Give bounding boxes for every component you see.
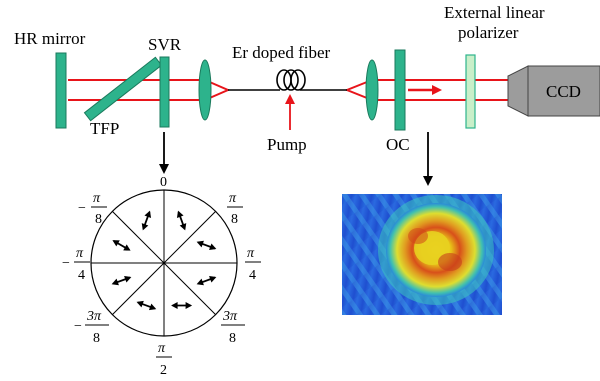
oc-label: OC — [386, 135, 410, 154]
wheel-arrow-6 — [136, 300, 157, 311]
polarization-wheel — [90, 189, 238, 337]
hr-mirror-label: HR mirror — [14, 29, 86, 48]
svr-plate — [159, 56, 170, 128]
output-direction-arrow — [408, 85, 442, 95]
wheel-arrow-3 — [196, 240, 217, 251]
hr-mirror — [55, 52, 67, 129]
svr-label: SVR — [148, 35, 182, 54]
oc-detail-arrow — [423, 132, 433, 186]
lens-left — [198, 59, 212, 121]
svg-text:4: 4 — [78, 268, 85, 283]
svg-text:−: − — [78, 201, 86, 216]
polarizer-label-line1: External linear — [444, 3, 545, 22]
pump-label: Pump — [267, 135, 307, 154]
wheel-label-left-mid: − π 4 — [62, 246, 90, 283]
ccd-label: CCD — [546, 82, 581, 101]
svg-text:−: − — [62, 256, 70, 271]
wheel-label-left-lower: − 3π 8 — [74, 309, 109, 346]
pump-arrow — [285, 94, 295, 130]
external-polarizer — [465, 54, 476, 129]
wheel-label-bottom: π 2 — [156, 341, 172, 378]
tfp-label: TFP — [90, 119, 119, 138]
svg-text:4: 4 — [249, 268, 256, 283]
svg-text:π: π — [158, 341, 166, 356]
er-doped-fiber — [228, 69, 347, 91]
svg-text:8: 8 — [93, 331, 100, 346]
thin-film-polarizer — [83, 56, 163, 122]
wheel-label-right-lower: 3π 8 — [221, 309, 245, 346]
svg-text:8: 8 — [231, 212, 238, 227]
svg-text:−: − — [74, 319, 82, 334]
svg-text:3π: 3π — [86, 309, 102, 324]
wheel-arrow-5 — [171, 301, 193, 309]
wheel-arrow-2 — [176, 210, 187, 231]
svr-detail-arrow — [159, 132, 169, 174]
fiber-coil-icon — [276, 69, 306, 91]
polarizer-label-line2: polarizer — [458, 23, 519, 42]
wheel-arrow-8 — [112, 240, 131, 251]
output-coupler — [394, 49, 406, 131]
svg-text:π: π — [93, 191, 101, 206]
svg-text:π: π — [76, 246, 84, 261]
svg-text:π: π — [247, 246, 255, 261]
lens-right — [365, 59, 379, 121]
wheel-label-left-upper: − π 8 — [78, 191, 107, 227]
wheel-label-right-upper: π 8 — [227, 191, 243, 227]
svg-text:2: 2 — [160, 363, 167, 378]
fiber-label: Er doped fiber — [232, 43, 331, 62]
wheel-label-right-mid: π 4 — [245, 246, 261, 283]
svg-text:π: π — [229, 191, 237, 206]
camera-icon — [507, 65, 600, 117]
wheel-arrow-7 — [111, 275, 132, 286]
wheel-arrow-4 — [196, 275, 217, 286]
wheel-polarization-arrows — [111, 210, 217, 311]
svg-text:3π: 3π — [222, 309, 238, 324]
svg-text:8: 8 — [229, 331, 236, 346]
beam-profile-image — [342, 194, 502, 315]
wheel-label-top: 0 — [160, 175, 167, 190]
wheel-arrow-1 — [141, 210, 152, 231]
svg-text:8: 8 — [95, 212, 102, 227]
